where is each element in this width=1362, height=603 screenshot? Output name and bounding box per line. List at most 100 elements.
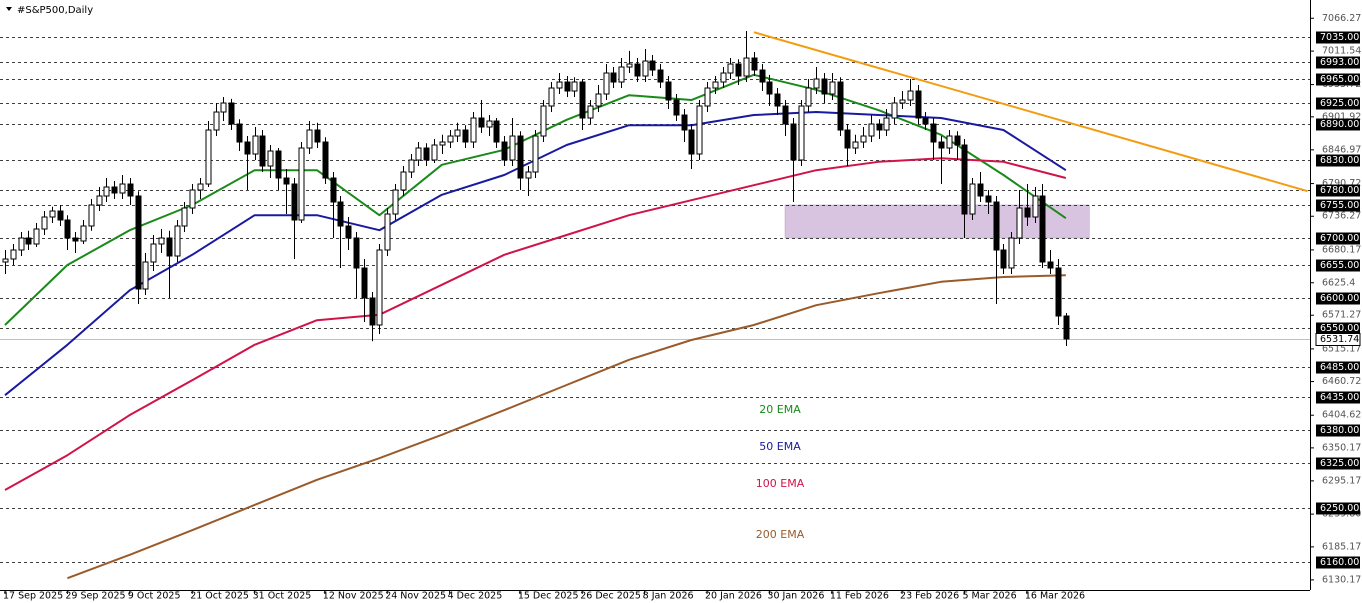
candle-body <box>954 135 961 146</box>
level-label-box <box>1316 56 1360 69</box>
level-label: 6965.00 <box>1320 74 1359 85</box>
candle-body <box>922 117 929 125</box>
candle-body <box>267 150 274 167</box>
y-tick-label: 6350.17 <box>1322 442 1361 453</box>
level-label-box <box>1316 556 1360 569</box>
candle-body <box>142 261 149 290</box>
candle-body <box>119 183 126 194</box>
last-price-box <box>1315 333 1361 346</box>
candle-body <box>564 81 571 92</box>
candle-body <box>361 267 368 299</box>
candle-body <box>205 129 212 185</box>
candle-body <box>64 219 71 239</box>
candle-body <box>525 171 532 179</box>
candle-body <box>688 129 695 155</box>
candle-body <box>369 297 376 326</box>
x-tick-label: 12 Nov 2025 <box>323 591 384 602</box>
candle-body <box>213 111 220 131</box>
candle-body <box>946 135 953 149</box>
y-tick-label: 6404.62 <box>1322 410 1361 421</box>
candle-body <box>1016 207 1023 239</box>
candle-body <box>860 135 867 143</box>
candle-body <box>891 102 898 119</box>
level-label-box <box>1316 118 1360 131</box>
candle-body <box>735 63 742 77</box>
candle-body <box>80 225 87 242</box>
ema-label: 200 EMA <box>756 528 805 541</box>
candle-body <box>977 183 984 197</box>
candle-body <box>431 144 438 161</box>
candle-body <box>197 183 204 191</box>
candle-body <box>150 243 157 263</box>
candle-body <box>103 186 110 197</box>
candle-body <box>618 66 625 83</box>
candle-body <box>88 204 95 227</box>
candle-body <box>649 60 656 71</box>
candle-body <box>1000 249 1007 269</box>
x-tick-label: 15 Dec 2025 <box>518 591 579 602</box>
candle-body <box>915 90 922 119</box>
candle-body <box>57 210 64 221</box>
candle-body <box>798 105 805 161</box>
candle-body <box>439 141 446 146</box>
level-label: 6550.00 <box>1320 323 1359 334</box>
candle-body <box>712 81 719 89</box>
candle-body <box>166 237 173 257</box>
level-label-box <box>1316 73 1360 86</box>
x-tick-label: 16 Mar 2026 <box>1025 591 1085 602</box>
x-tick-label: 17 Sep 2025 <box>3 591 63 602</box>
candle-body <box>1055 267 1062 317</box>
candle-body <box>993 201 1000 251</box>
y-tick-label: 6680.17 <box>1322 244 1361 255</box>
level-label: 6780.00 <box>1320 185 1359 196</box>
candle-body <box>447 135 454 143</box>
candle-body <box>548 87 555 107</box>
candle-body <box>337 201 344 227</box>
candle-body <box>626 63 633 68</box>
candle-body <box>298 147 305 221</box>
candle-body <box>291 183 298 221</box>
level-label-box <box>1316 184 1360 197</box>
level-label: 6435.00 <box>1320 392 1359 403</box>
y-tick-label: 6571.27 <box>1322 310 1361 321</box>
level-label-box <box>1316 259 1360 272</box>
x-tick-label: 4 Dec 2025 <box>448 591 503 602</box>
level-label-box <box>1316 322 1360 335</box>
candle-body <box>259 135 266 167</box>
x-tick-label: 5 Mar 2026 <box>962 591 1016 602</box>
candle-body <box>642 60 649 77</box>
candle-body <box>829 81 836 95</box>
candle-body <box>532 135 539 173</box>
candle-body <box>727 63 734 74</box>
y-tick-label: 6846.97 <box>1322 144 1361 155</box>
candle-body <box>478 117 485 128</box>
candle-body <box>400 171 407 191</box>
level-label-box <box>1316 154 1360 167</box>
level-label: 6325.00 <box>1320 458 1359 469</box>
level-label: 6485.00 <box>1320 362 1359 373</box>
candle-body <box>899 99 906 104</box>
candle-body <box>1039 195 1046 263</box>
level-label: 6830.00 <box>1320 155 1359 166</box>
x-tick-label: 21 Oct 2025 <box>190 591 249 602</box>
candle-body <box>462 129 469 143</box>
level-label: 6993.00 <box>1320 57 1359 68</box>
candle-body <box>423 147 430 161</box>
y-tick-label: 6901.92 <box>1322 111 1361 122</box>
candle-body <box>876 123 883 131</box>
candle-body <box>517 135 524 179</box>
candle-body <box>415 147 422 161</box>
candle-body <box>766 81 773 95</box>
level-label: 6600.00 <box>1320 293 1359 304</box>
y-tick-label: 6790.72 <box>1322 178 1361 189</box>
candle-body <box>408 159 415 173</box>
candle-body <box>813 78 820 89</box>
candle-body <box>1047 261 1054 269</box>
candle-body <box>322 141 329 179</box>
candle-body <box>41 216 48 230</box>
candle-body <box>111 186 118 194</box>
level-label-box <box>1316 391 1360 404</box>
y-tick-label: 6515.17 <box>1322 343 1361 354</box>
